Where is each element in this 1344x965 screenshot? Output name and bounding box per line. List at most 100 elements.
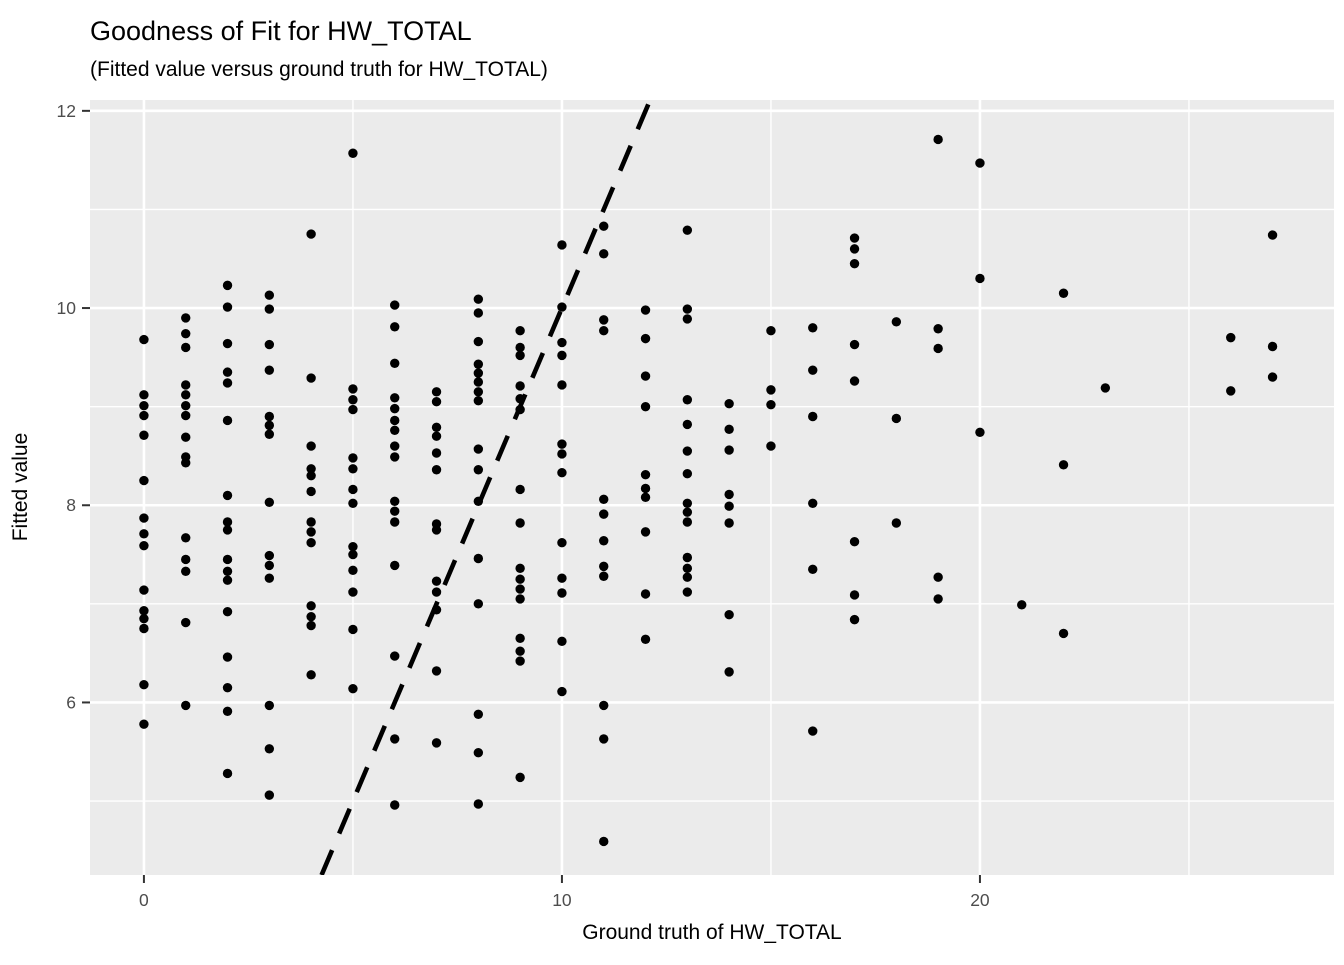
data-point <box>431 738 442 748</box>
data-point <box>557 240 567 250</box>
data-point <box>139 334 149 345</box>
data-point <box>724 518 734 528</box>
gridlines-minor <box>90 100 1334 875</box>
data-point <box>306 517 316 527</box>
data-point <box>181 328 191 339</box>
data-point <box>640 401 651 412</box>
data-point <box>849 339 860 350</box>
data-point <box>682 552 693 563</box>
data-point <box>306 620 316 631</box>
data-point <box>599 700 609 711</box>
data-point <box>139 606 149 616</box>
x-tick-label: 10 <box>552 890 572 910</box>
data-point <box>431 387 442 397</box>
data-point <box>640 492 651 503</box>
data-point <box>933 324 943 334</box>
data-point <box>515 484 525 495</box>
plot-panel <box>90 100 1334 875</box>
data-point <box>139 540 149 551</box>
data-point <box>306 464 316 474</box>
data-point <box>724 501 734 511</box>
data-point <box>264 420 275 431</box>
data-point <box>139 623 149 634</box>
data-point <box>390 415 400 426</box>
data-point <box>348 453 358 463</box>
data-point <box>264 790 275 800</box>
data-point <box>682 314 693 324</box>
data-point <box>306 441 316 451</box>
data-point <box>139 719 149 729</box>
data-point <box>431 448 442 458</box>
data-point <box>348 624 358 635</box>
data-point <box>390 403 400 414</box>
data-point <box>181 380 191 390</box>
data-point <box>181 533 191 543</box>
data-point <box>557 636 567 647</box>
data-point <box>139 513 149 523</box>
gridlines-major <box>90 100 1334 875</box>
data-point <box>682 563 693 574</box>
data-point <box>222 554 233 565</box>
data-point <box>264 560 275 571</box>
data-point <box>306 538 316 548</box>
data-point <box>682 587 693 597</box>
data-point <box>515 574 525 584</box>
data-point <box>139 410 149 421</box>
data-point <box>139 390 149 400</box>
data-point <box>390 651 400 661</box>
data-point <box>348 464 358 474</box>
data-point <box>348 541 358 552</box>
data-point <box>431 576 442 586</box>
data-point <box>222 575 233 585</box>
data-point <box>808 726 818 736</box>
data-point <box>473 799 484 809</box>
data-point <box>222 490 233 501</box>
data-point <box>557 468 567 478</box>
data-point <box>348 148 358 158</box>
data-point <box>599 494 609 505</box>
data-point <box>473 396 484 406</box>
data-point <box>264 550 275 561</box>
data-point <box>557 588 567 598</box>
data-point <box>181 400 191 411</box>
data-point <box>808 498 818 508</box>
data-point <box>264 339 275 350</box>
data-point <box>431 587 442 597</box>
data-point <box>515 342 525 353</box>
data-point <box>557 449 567 459</box>
y-axis-title: Fitted value <box>9 433 32 542</box>
data-point <box>975 427 985 437</box>
data-point <box>139 585 149 595</box>
data-point <box>515 326 525 336</box>
data-point <box>1267 230 1278 240</box>
data-point <box>640 483 651 494</box>
data-point <box>599 249 609 259</box>
data-point <box>181 566 191 577</box>
data-point <box>431 605 442 615</box>
data-point <box>515 350 525 361</box>
data-point <box>473 377 484 387</box>
data-point <box>515 404 525 415</box>
data-point <box>599 561 609 572</box>
data-point <box>808 411 818 422</box>
data-point <box>431 422 442 433</box>
data-point <box>557 302 567 312</box>
data-point <box>975 273 985 284</box>
data-point <box>599 326 609 336</box>
data-point <box>181 390 191 400</box>
data-point <box>181 617 191 628</box>
data-point <box>181 554 191 565</box>
data-point <box>222 682 233 693</box>
data-point <box>640 527 651 537</box>
data-point <box>222 280 233 291</box>
data-point <box>515 518 525 528</box>
x-tick-label: 0 <box>139 890 149 910</box>
data-point <box>808 365 818 375</box>
y-tick-label: 12 <box>57 101 76 121</box>
data-point <box>181 458 191 468</box>
data-point <box>139 475 149 486</box>
data-point <box>473 496 484 507</box>
data-point <box>222 566 233 577</box>
data-point <box>390 322 400 332</box>
